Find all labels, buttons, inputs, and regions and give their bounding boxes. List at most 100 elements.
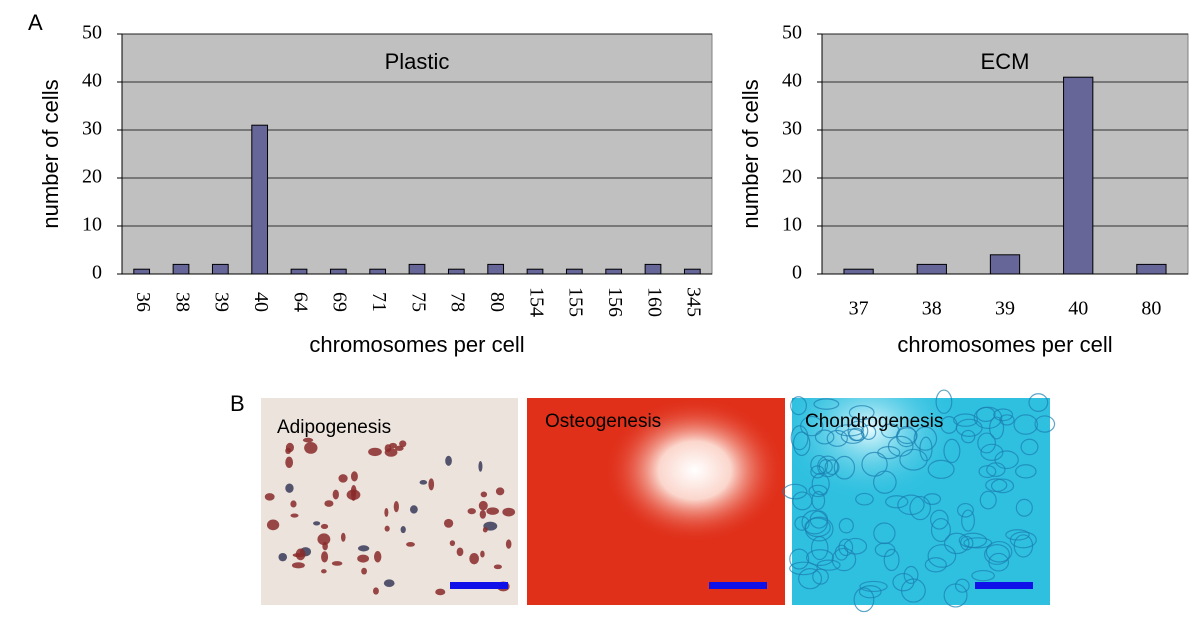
stained-cell	[480, 550, 485, 558]
stained-cell	[290, 513, 299, 518]
y-tick-label: 0	[792, 262, 802, 284]
cell-outline	[873, 522, 896, 545]
bar	[133, 268, 151, 275]
cell-outline	[900, 578, 926, 603]
cell-outline	[1015, 464, 1037, 479]
stained-cell	[324, 500, 334, 507]
stained-cell	[393, 501, 399, 513]
plot-area	[821, 33, 1189, 275]
bar	[1136, 263, 1167, 275]
x-tick-label: 154	[525, 287, 547, 317]
bar	[172, 263, 190, 275]
cell-outline	[979, 490, 997, 510]
cell-outline	[858, 585, 882, 599]
cell-outline	[826, 429, 848, 447]
cell-outline	[956, 502, 974, 518]
cell-outline	[804, 517, 831, 538]
stained-cell	[291, 562, 305, 569]
cell-outline	[859, 580, 888, 593]
cell-outline	[833, 455, 856, 480]
cell-outline	[973, 406, 1003, 429]
stained-cell	[486, 507, 499, 515]
stained-cell	[389, 442, 397, 449]
stained-cell	[399, 440, 407, 448]
cell-outline	[963, 537, 993, 549]
stained-cell	[478, 461, 483, 472]
cell-outline	[782, 483, 808, 500]
cell-outline	[993, 408, 1014, 422]
stained-cell	[479, 509, 487, 519]
cell-outlines	[782, 389, 1056, 613]
cell-outline	[994, 450, 1019, 470]
stained-cell	[313, 521, 321, 526]
cell-outline	[913, 426, 938, 451]
x-tick-label: 38	[922, 298, 942, 320]
cell-outline	[790, 396, 807, 416]
cell-outline	[930, 509, 949, 530]
cell-outline	[984, 544, 1010, 565]
cell-outline	[860, 424, 877, 441]
cell-outline	[1028, 393, 1049, 412]
panel-label: B	[230, 391, 245, 416]
stained-cell	[435, 588, 446, 596]
cell-outline	[977, 432, 996, 454]
cell-outline	[1013, 534, 1034, 558]
x-tick-label: 40	[250, 292, 272, 312]
cell-outline	[855, 492, 874, 506]
bar	[211, 263, 229, 275]
stained-cell	[350, 471, 358, 482]
stained-cell	[495, 487, 505, 496]
y-tick-label: 40	[782, 70, 802, 92]
cell-outline	[896, 425, 917, 448]
cell-outline	[899, 448, 928, 471]
stained-cell	[467, 508, 476, 515]
cell-outline	[824, 459, 840, 476]
y-tick-label: 0	[92, 262, 102, 284]
scale-bar	[975, 582, 1033, 589]
cell-outline	[792, 431, 811, 457]
cell-outline	[810, 454, 829, 475]
cell-outline	[961, 429, 976, 444]
cell-outline	[980, 443, 1004, 461]
bar	[565, 268, 583, 275]
bar	[408, 263, 426, 275]
stained-cell	[290, 500, 297, 508]
y-tick-label: 10	[82, 214, 102, 236]
image-label: Osteogenesis	[545, 411, 661, 432]
cell-outline	[800, 415, 824, 437]
cell-outline	[848, 405, 875, 421]
cell-outline	[989, 416, 1005, 440]
panel-label: A	[28, 10, 43, 35]
stained-cell	[357, 545, 370, 552]
bar	[447, 268, 465, 275]
cell-outline	[885, 495, 909, 509]
stained-cell	[357, 554, 370, 563]
bar	[916, 263, 947, 275]
stained-cell	[368, 447, 382, 457]
osteogenesis-highlight	[527, 398, 785, 605]
bar	[989, 254, 1021, 275]
y-tick-label: 20	[782, 166, 802, 188]
bar	[251, 124, 269, 275]
cell-outline	[805, 549, 834, 567]
x-tick-label: 37	[849, 298, 869, 320]
stained-cell	[384, 507, 389, 517]
y-axis-label: number of cells	[738, 79, 763, 228]
cell-outline	[789, 548, 810, 570]
cell-outline	[1013, 414, 1039, 435]
y-tick-label: 10	[782, 214, 802, 236]
cell-outline	[789, 561, 818, 576]
cell-outline	[1020, 438, 1039, 456]
cell-outline	[892, 572, 915, 592]
cell-outline	[834, 544, 849, 561]
stained-cell	[478, 500, 488, 511]
cell-outline	[847, 420, 869, 442]
cell-outline	[831, 547, 857, 572]
stained-cell	[449, 540, 456, 547]
stained-cell	[285, 483, 294, 493]
stained-cell	[384, 525, 390, 532]
stained-cell	[502, 507, 516, 517]
x-tick-label: 39	[211, 292, 233, 312]
stained-cell	[482, 527, 488, 533]
